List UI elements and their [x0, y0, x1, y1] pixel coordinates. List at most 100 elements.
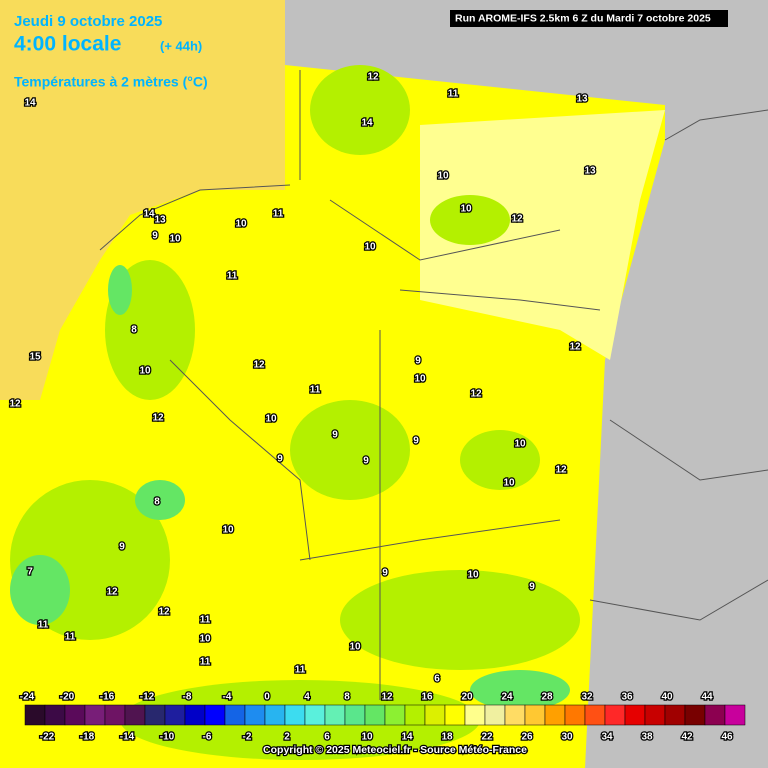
contour-label: 10: [265, 414, 277, 425]
color-box: [64, 704, 86, 726]
copyright: Copyright © 2025 Meteociel.fr - Source M…: [263, 744, 527, 756]
color-box: [464, 704, 486, 726]
scale-label: 14: [401, 732, 413, 743]
color-box: [104, 704, 126, 726]
contour-label: 13: [154, 215, 166, 226]
scale-label: 10: [361, 732, 373, 743]
contour-label: 11: [448, 89, 459, 100]
color-box: [504, 704, 526, 726]
contour-label: 10: [364, 242, 376, 253]
contour-label: 12: [152, 413, 164, 424]
color-box: [304, 704, 326, 726]
scale-label: 0: [264, 692, 270, 703]
contour-label: 12: [569, 342, 581, 353]
scale-label: -22: [40, 732, 55, 743]
color-box: [584, 704, 606, 726]
scale-label: 46: [721, 732, 733, 743]
contour-label: 12: [555, 465, 567, 476]
contour-label: 14: [143, 209, 155, 220]
color-box: [664, 704, 686, 726]
color-box: [224, 704, 246, 726]
color-box: [644, 704, 666, 726]
contour-label: 12: [511, 214, 523, 225]
scale-label: -24: [20, 692, 35, 703]
color-box: [324, 704, 346, 726]
lead-time: (+ 44h): [160, 38, 202, 53]
contour-label: 7: [27, 567, 33, 578]
color-box: [564, 704, 586, 726]
color-box: [344, 704, 366, 726]
contour-label: 10: [222, 525, 234, 536]
color-box: [364, 704, 386, 726]
color-box: [724, 704, 746, 726]
mild-area: [420, 110, 665, 360]
color-box: [144, 704, 166, 726]
color-box: [84, 704, 106, 726]
color-box: [164, 704, 186, 726]
contour-label: 9: [277, 454, 283, 465]
color-box: [444, 704, 466, 726]
contour-label: 10: [199, 634, 211, 645]
scale-label: 32: [581, 692, 593, 703]
contour-label: 10: [437, 171, 449, 182]
contour-label: 11: [273, 209, 284, 220]
color-box: [684, 704, 706, 726]
contour-label: 9: [332, 430, 338, 441]
color-box: [284, 704, 306, 726]
scale-label: -14: [120, 732, 135, 743]
scale-label: 8: [344, 692, 350, 703]
contour-label: 11: [200, 615, 211, 626]
contour-label: 11: [310, 385, 321, 396]
contour-label: 11: [65, 632, 76, 643]
contour-label: 11: [38, 620, 49, 631]
contour-label: 12: [9, 399, 21, 410]
scale-label: -10: [160, 732, 175, 743]
time: 4:00 locale: [14, 33, 121, 56]
scale-label: 40: [661, 692, 673, 703]
contour-label: 10: [235, 219, 247, 230]
color-box: [124, 704, 146, 726]
contour-label: 11: [295, 665, 306, 676]
scale-label: 2: [284, 732, 290, 743]
contour-label: 12: [158, 607, 170, 618]
contour-label: 11: [227, 271, 238, 282]
color-box: [184, 704, 206, 726]
cold-areas: [10, 265, 570, 710]
scale-label: 12: [381, 692, 393, 703]
scale-label: 44: [701, 692, 713, 703]
scale-label: 22: [481, 732, 493, 743]
contour-label: 10: [460, 204, 472, 215]
contour-label: 15: [29, 352, 41, 363]
contour-label: 8: [131, 325, 137, 336]
color-box: [484, 704, 506, 726]
contour-label: 10: [169, 234, 181, 245]
scale-label: 26: [521, 732, 533, 743]
color-box: [704, 704, 726, 726]
scale-label: 28: [541, 692, 553, 703]
color-box: [524, 704, 546, 726]
contour-label: 12: [253, 360, 265, 371]
color-box: [244, 704, 266, 726]
scale-label: -18: [80, 732, 95, 743]
contour-label: 12: [470, 389, 482, 400]
color-box: [404, 704, 426, 726]
contour-label: 10: [139, 366, 151, 377]
scale-label: 38: [641, 732, 653, 743]
field-name: Températures à 2 mètres (°C): [14, 74, 208, 90]
contour-label: 11: [200, 657, 211, 668]
scale-label: 34: [601, 732, 613, 743]
scale-label: -16: [100, 692, 115, 703]
contour-label: 6: [434, 674, 440, 685]
scale-label: 42: [681, 732, 693, 743]
color-box: [424, 704, 446, 726]
scale-label: 16: [421, 692, 433, 703]
run-box: [450, 10, 728, 27]
color-box: [384, 704, 406, 726]
scale-label: -12: [140, 692, 155, 703]
contour-label: 12: [367, 72, 379, 83]
scale-label: -4: [223, 692, 232, 703]
run-info: Run AROME-IFS 2.5km 6 Z du Mardi 7 octob…: [455, 12, 711, 24]
contour-label: 9: [413, 436, 419, 447]
color-box: [604, 704, 626, 726]
